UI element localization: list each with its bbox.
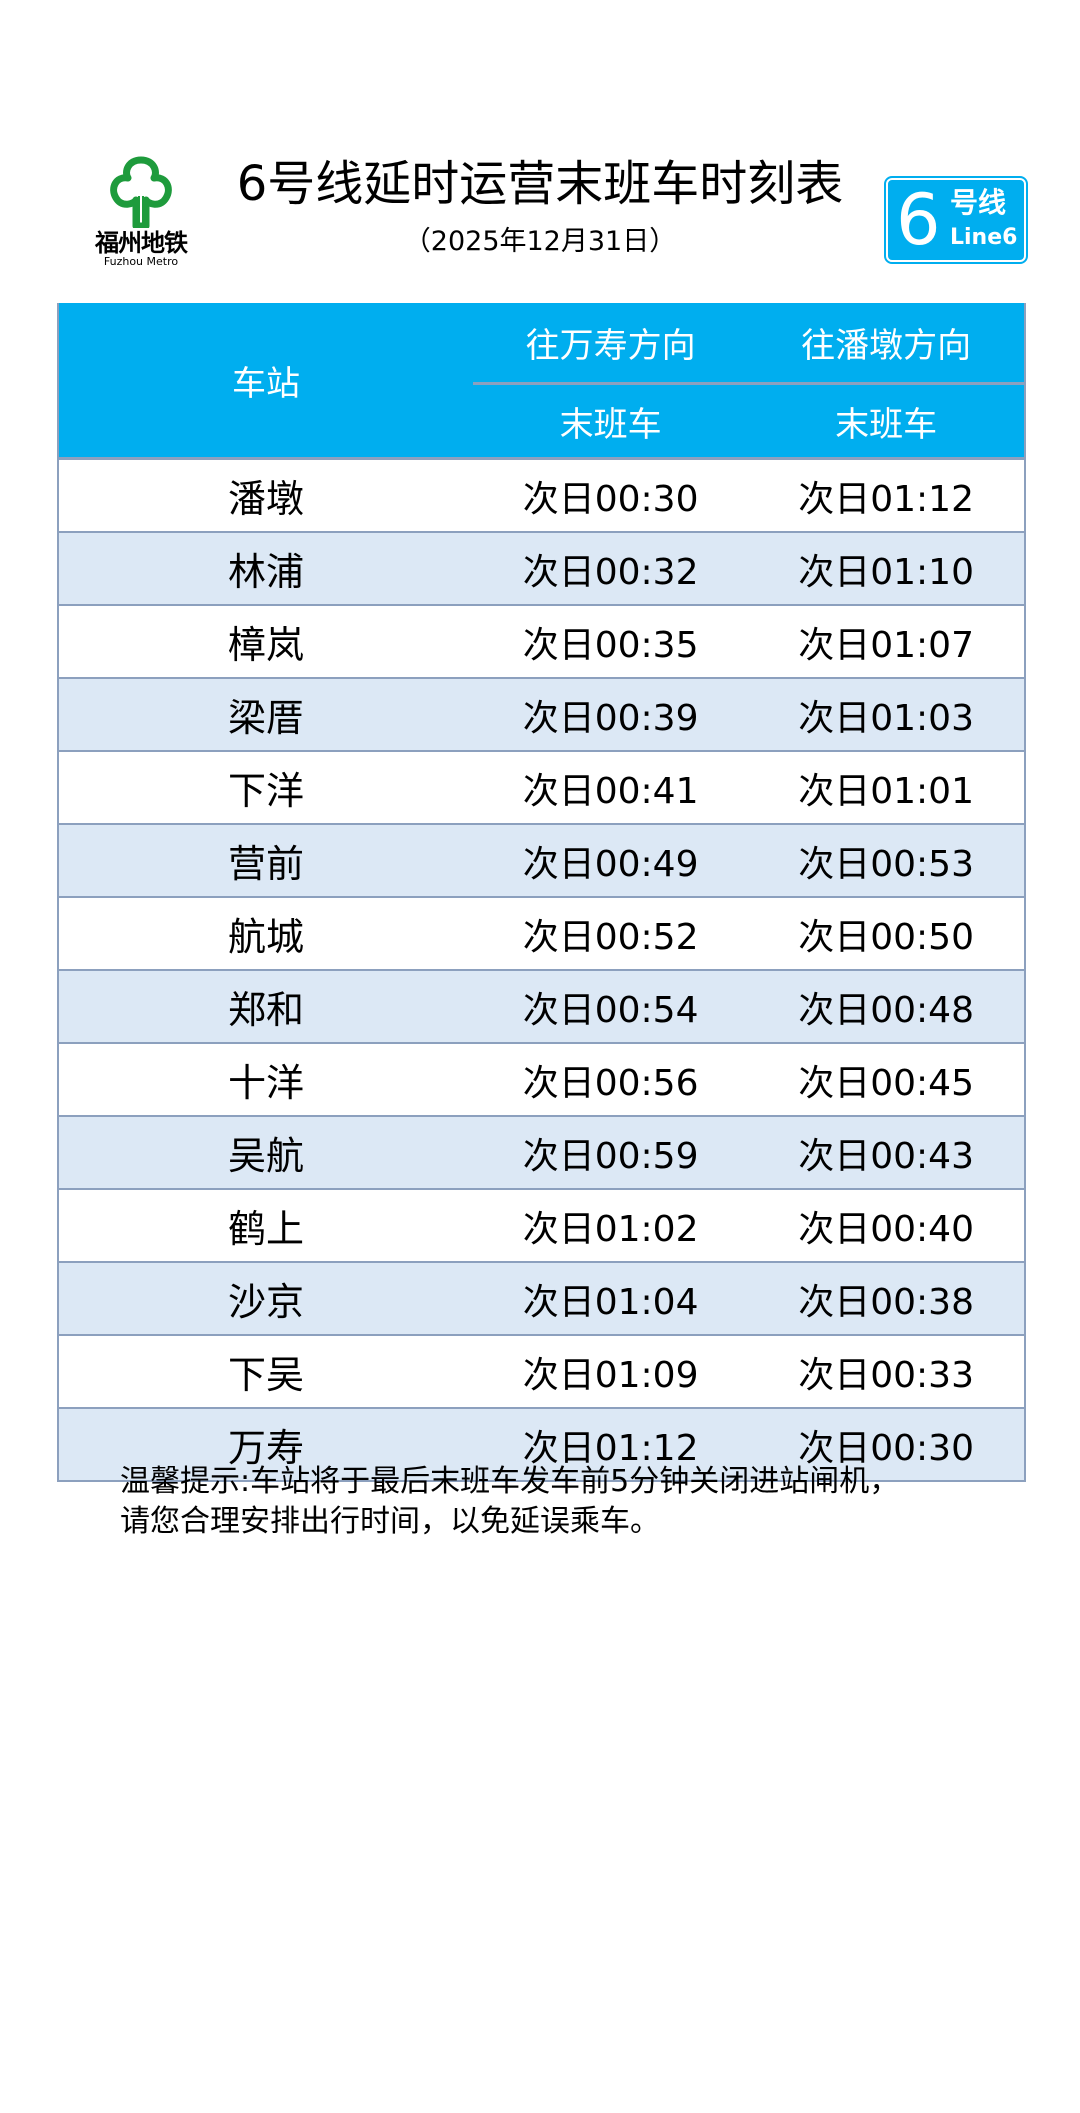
last-train-pandun: 次日00:38 (748, 1262, 1025, 1336)
table-row: 下洋 次日00:41 次日01:01 (58, 751, 1025, 825)
last-train-wanshou: 次日00:41 (473, 751, 749, 825)
header-last-train-pandun: 末班车 (748, 382, 1025, 460)
table-row: 营前 次日00:49 次日00:53 (58, 824, 1025, 898)
table-row: 下吴 次日01:09 次日00:33 (58, 1335, 1025, 1409)
last-train-pandun: 次日01:12 (748, 458, 1025, 533)
line-label-en: Line6 (950, 225, 1018, 250)
last-train-pandun: 次日00:53 (748, 824, 1025, 898)
last-train-wanshou: 次日00:52 (473, 897, 749, 971)
station-name: 下洋 (58, 751, 473, 825)
logo-text-cn: 福州地铁 (95, 229, 188, 257)
station-name: 营前 (58, 824, 473, 898)
notice: 温馨提示:车站将于最后末班车发车前5分钟关闭进站闸机， 请您合理安排出行时间，以… (120, 1462, 899, 1542)
last-train-pandun: 次日00:45 (748, 1043, 1025, 1117)
last-train-pandun: 次日00:48 (748, 970, 1025, 1044)
table-row: 航城 次日00:52 次日00:50 (58, 897, 1025, 971)
line-number: 6 (896, 179, 941, 261)
last-train-pandun: 次日00:50 (748, 897, 1025, 971)
last-train-wanshou: 次日00:30 (473, 458, 749, 533)
table-row: 樟岚 次日00:35 次日01:07 (58, 605, 1025, 679)
station-name: 樟岚 (58, 605, 473, 679)
station-name: 潘墩 (58, 458, 473, 533)
last-train-pandun: 次日00:33 (748, 1335, 1025, 1409)
last-train-wanshou: 次日01:02 (473, 1189, 749, 1263)
notice-line-2: 请您合理安排出行时间，以免延误乘车。 (120, 1504, 660, 1539)
last-train-pandun: 次日01:01 (748, 751, 1025, 825)
metro-tree-icon (110, 156, 172, 228)
table-row: 林浦 次日00:32 次日01:10 (58, 532, 1025, 606)
last-train-pandun: 次日00:40 (748, 1189, 1025, 1263)
page-title: 6号线延时运营末班车时刻表 (236, 156, 844, 212)
line-badge: 6 号线 Line6 (884, 176, 1028, 264)
station-name: 鹤上 (58, 1189, 473, 1263)
table-row: 郑和 次日00:54 次日00:48 (58, 970, 1025, 1044)
table-row: 潘墩 次日00:30 次日01:12 (58, 458, 1025, 533)
table-row: 吴航 次日00:59 次日00:43 (58, 1116, 1025, 1190)
station-name: 林浦 (58, 532, 473, 606)
last-train-wanshou: 次日00:35 (473, 605, 749, 679)
station-name: 航城 (58, 897, 473, 971)
line-label-cn: 号线 (950, 186, 1007, 219)
table-row: 万寿 次日01:12 次日00:30 (58, 1408, 1025, 1482)
timetable: 车站 往万寿方向 往潘墩方向 末班车 末班车 潘墩 次日00:30 次日01:12 林… (57, 303, 1026, 1482)
station-name: 沙京 (58, 1262, 473, 1336)
station-name: 万寿 (58, 1408, 473, 1482)
last-train-pandun: 次日00:43 (748, 1116, 1025, 1190)
last-train-wanshou: 次日00:56 (473, 1043, 749, 1117)
station-name: 吴航 (58, 1116, 473, 1190)
station-name: 下吴 (58, 1335, 473, 1409)
last-train-wanshou: 次日01:09 (473, 1335, 749, 1409)
last-train-pandun: 次日01:03 (748, 678, 1025, 752)
last-train-wanshou: 次日01:12 (473, 1408, 749, 1482)
last-train-wanshou: 次日00:59 (473, 1116, 749, 1190)
header-station: 车站 (58, 303, 473, 460)
last-train-wanshou: 次日00:39 (473, 678, 749, 752)
last-train-wanshou: 次日00:54 (473, 970, 749, 1044)
notice-line-1: 温馨提示:车站将于最后末班车发车前5分钟关闭进站闸机， (120, 1464, 900, 1499)
page-date: （2025年12月31日） (403, 226, 677, 257)
last-train-pandun: 次日01:07 (748, 605, 1025, 679)
station-name: 十洋 (58, 1043, 473, 1117)
table-row: 沙京 次日01:04 次日00:38 (58, 1262, 1025, 1336)
station-name: 郑和 (58, 970, 473, 1044)
station-name: 梁厝 (58, 678, 473, 752)
header-direction-pandun: 往潘墩方向 (748, 303, 1025, 384)
table-row: 梁厝 次日00:39 次日01:03 (58, 678, 1025, 752)
header-direction-wanshou: 往万寿方向 (473, 303, 749, 384)
logo-text-en: Fuzhou Metro (103, 255, 179, 268)
header-last-train-wanshou: 末班车 (473, 382, 749, 460)
last-train-wanshou: 次日00:32 (473, 532, 749, 606)
last-train-pandun: 次日01:10 (748, 532, 1025, 606)
last-train-pandun: 次日00:30 (748, 1408, 1025, 1482)
fuzhou-metro-logo: 福州地铁 Fuzhou Metro (86, 156, 196, 268)
last-train-wanshou: 次日01:04 (473, 1262, 749, 1336)
table-row: 鹤上 次日01:02 次日00:40 (58, 1189, 1025, 1263)
last-train-wanshou: 次日00:49 (473, 824, 749, 898)
table-row: 十洋 次日00:56 次日00:45 (58, 1043, 1025, 1117)
